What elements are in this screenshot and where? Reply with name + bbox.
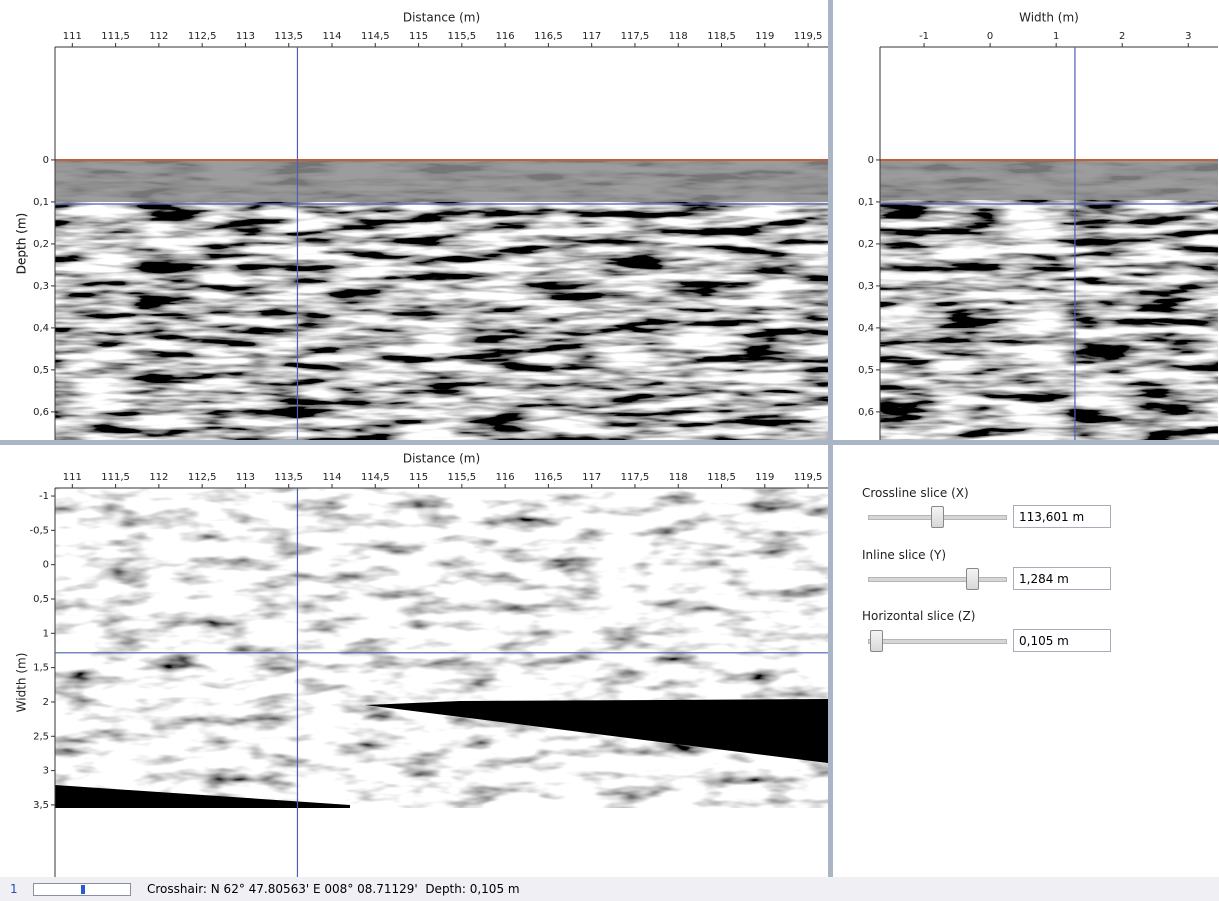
y-tick-label: 0,5 (858, 365, 874, 376)
y-tick-label: 3 (43, 766, 49, 777)
y-tick-label: 1,5 (33, 663, 49, 674)
slice-label: Crossline slice (X) (862, 486, 969, 500)
x-tick-label: 115,5 (448, 472, 477, 483)
status-bar: 1 Crosshair: N 62° 47.80563' E 008° 08.7… (0, 877, 1219, 901)
slice-input[interactable]: 0,105 m (1013, 629, 1111, 652)
crossline-radargram (880, 160, 1218, 440)
x-tick-label: 3 (1185, 31, 1191, 42)
slider-track[interactable] (868, 577, 1007, 582)
x-tick-label: 118,5 (707, 472, 736, 483)
y-tick-label: 0,6 (858, 407, 874, 418)
x-tick-label: 112,5 (188, 472, 217, 483)
x-tick-label: 111,5 (101, 472, 130, 483)
progress (33, 883, 131, 896)
y-tick-label: 2,5 (33, 731, 49, 742)
x-tick-label: 116,5 (534, 31, 563, 42)
x-tick-label: 117,5 (621, 31, 650, 42)
x-tick-label: 113,5 (274, 472, 303, 483)
x-tick-label: 116 (496, 31, 515, 42)
x-tick-label: 117 (582, 31, 601, 42)
y-tick-label: 0 (43, 560, 49, 571)
x-axis-title: Distance (m) (403, 11, 480, 25)
y-tick-label: 0,6 (33, 407, 49, 418)
y-tick-label: -1 (39, 491, 49, 502)
x-tick-label: 117 (582, 472, 601, 483)
x-tick-label: 116,5 (534, 472, 563, 483)
y-tick-label: 3,5 (33, 800, 49, 811)
x-tick-label: 111,5 (101, 31, 130, 42)
splitter[interactable] (0, 440, 1219, 445)
x-tick-label: 119 (755, 472, 774, 483)
x-tick-label: 119,5 (794, 472, 823, 483)
app: Distance (m)Depth (m)111111,5112112,5113… (0, 0, 1219, 901)
y-tick-label: 0 (868, 155, 874, 166)
y-axis-title: Depth (m) (15, 213, 29, 274)
status-index: 1 (10, 882, 18, 896)
surface-band (880, 160, 1218, 200)
x-tick-label: 2 (1119, 31, 1125, 42)
splitter[interactable] (828, 0, 833, 877)
y-tick-label: 0,5 (33, 365, 49, 376)
y-tick-label: 0,4 (33, 323, 49, 334)
x-tick-label: 114 (322, 472, 341, 483)
y-tick-label: 0,2 (858, 239, 874, 250)
x-tick-label: 112 (149, 31, 168, 42)
y-axis-title: Width (m) (15, 653, 29, 713)
x-tick-label: 113,5 (274, 31, 303, 42)
x-tick-label: 113 (236, 31, 255, 42)
y-tick-label: 2 (43, 697, 49, 708)
slider-thumb[interactable] (931, 506, 944, 528)
x-tick-label: 115 (409, 472, 428, 483)
x-tick-label: 112 (149, 472, 168, 483)
x-tick-label: 113 (236, 472, 255, 483)
y-tick-label: 0,3 (858, 281, 874, 292)
y-tick-label: 0 (43, 155, 49, 166)
x-tick-label: 112,5 (188, 31, 217, 42)
surface-band (55, 160, 828, 202)
x-tick-label: 115,5 (448, 31, 477, 42)
x-tick-label: 116 (496, 472, 515, 483)
slice-label: Inline slice (Y) (862, 548, 946, 562)
y-tick-label: 0,2 (33, 239, 49, 250)
x-tick-label: 118,5 (707, 31, 736, 42)
x-tick-label: 114,5 (361, 472, 390, 483)
x-tick-label: -1 (919, 31, 929, 42)
slice-input[interactable]: 113,601 m (1013, 505, 1111, 528)
x-axis-title: Distance (m) (403, 452, 480, 466)
x-axis-title: Width (m) (1019, 11, 1079, 25)
horizontal-slice (55, 488, 828, 808)
slice-label: Horizontal slice (Z) (862, 609, 975, 623)
status-text: Crosshair: N 62° 47.80563' E 008° 08.711… (147, 882, 520, 896)
x-tick-label: 114,5 (361, 31, 390, 42)
slider-thumb[interactable] (966, 568, 979, 590)
x-tick-label: 119 (755, 31, 774, 42)
x-tick-label: 119,5 (794, 31, 823, 42)
x-tick-label: 118 (669, 31, 688, 42)
y-tick-label: 0,3 (33, 281, 49, 292)
y-tick-label: 0,1 (858, 197, 874, 208)
x-tick-label: 115 (409, 31, 428, 42)
slider-track[interactable] (868, 639, 1007, 644)
y-tick-label: 1 (43, 628, 49, 639)
slice-input[interactable]: 1,284 m (1013, 567, 1111, 590)
x-tick-label: 0 (987, 31, 993, 42)
y-tick-label: 0,1 (33, 197, 49, 208)
y-tick-label: -0,5 (29, 525, 49, 536)
y-tick-label: 0,4 (858, 323, 874, 334)
y-tick-label: 0,5 (33, 594, 49, 605)
x-tick-label: 111 (63, 472, 82, 483)
slider-thumb[interactable] (870, 630, 883, 652)
x-tick-label: 1 (1053, 31, 1059, 42)
x-tick-label: 117,5 (621, 472, 650, 483)
x-tick-label: 114 (322, 31, 341, 42)
x-tick-label: 118 (669, 472, 688, 483)
x-tick-label: 111 (63, 31, 82, 42)
